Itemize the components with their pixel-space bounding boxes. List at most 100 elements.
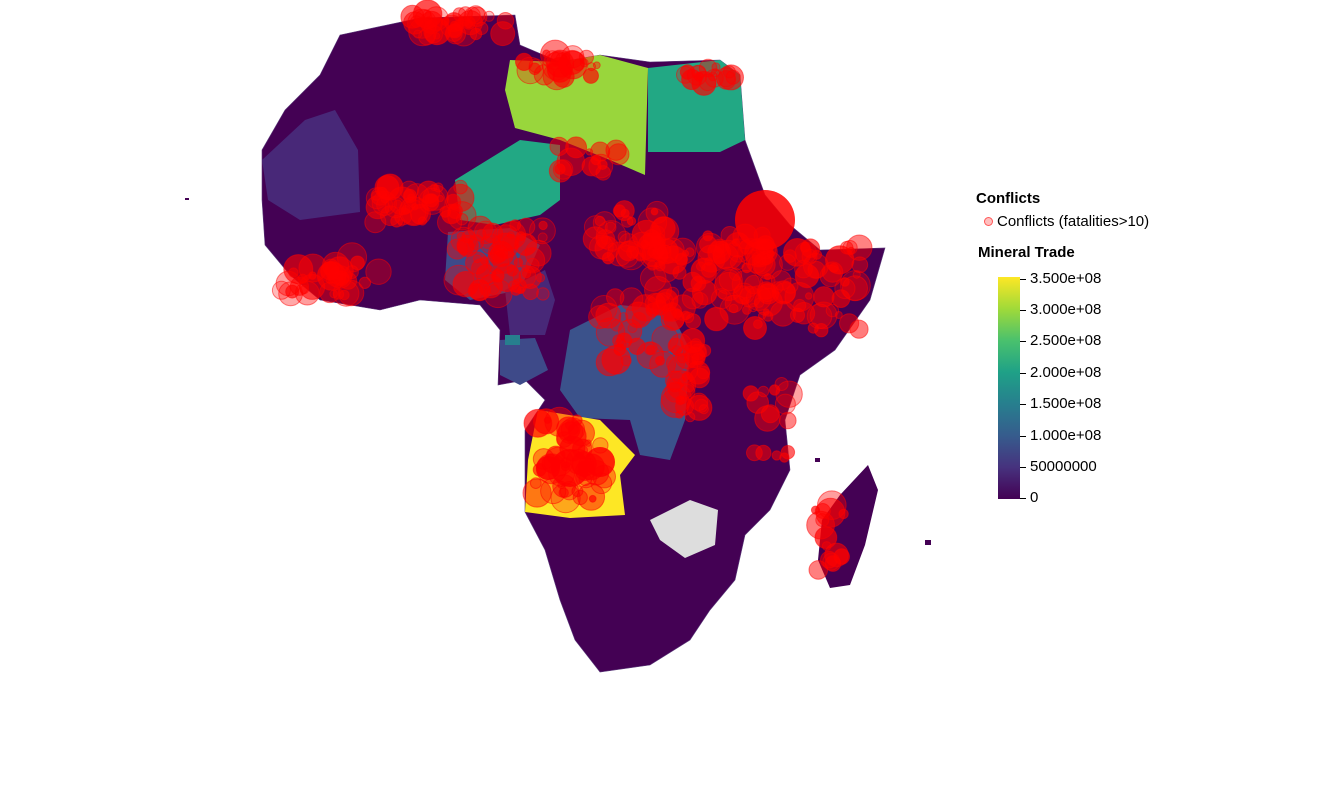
conflict-point: [681, 371, 693, 383]
conflict-point: [585, 148, 594, 156]
conflict-point: [522, 478, 552, 508]
colorbar-tick: 50000000: [1020, 459, 1097, 474]
conflict-point: [316, 261, 347, 291]
conflict-point: [682, 271, 703, 293]
conflict-point: [701, 262, 717, 278]
conflict-point: [731, 238, 741, 247]
conflict-point: [326, 276, 334, 285]
conflict-point: [390, 214, 404, 228]
conflict-point: [402, 188, 418, 204]
conflict-point: [422, 184, 449, 211]
colorbar-tick: 1.000e+08: [1020, 428, 1101, 443]
conflict-point: [572, 58, 585, 72]
conflict-point: [667, 353, 699, 385]
conflict-point: [465, 251, 489, 275]
conflict-point: [655, 288, 679, 312]
conflict-point: [536, 287, 550, 301]
conflict-point: [436, 194, 445, 203]
conflict-point: [718, 269, 741, 292]
colorbar-gradient: [998, 277, 1020, 499]
conflict-point: [571, 485, 584, 498]
conflict-point: [365, 258, 392, 285]
conflict-point: [673, 308, 683, 318]
conflict-point: [711, 62, 721, 72]
colorbar: 3.500e+08 3.000e+08 2.500e+08 2.000e+08 …: [998, 271, 1216, 507]
conflict-point: [401, 205, 411, 215]
conflict-point: [713, 271, 744, 302]
conflict-point: [813, 286, 835, 308]
conflict-point: [760, 404, 780, 424]
conflict-point: [698, 404, 709, 415]
mauritius: [925, 540, 931, 545]
conflict-point: [475, 21, 489, 35]
conflict-point: [513, 257, 524, 268]
conflict-point: [556, 416, 581, 442]
conflicts-legend-title: Conflicts: [976, 190, 1041, 207]
conflict-point: [595, 229, 616, 250]
conflict-point: [834, 311, 843, 319]
conflict-point: [771, 450, 782, 461]
conflict-point: [694, 398, 709, 413]
conflict-point: [424, 16, 433, 25]
conflict-point: [595, 348, 624, 377]
conflict-point: [842, 240, 858, 256]
conflict-point: [771, 280, 796, 305]
conflict-point: [824, 555, 842, 572]
conflict-point: [779, 411, 797, 430]
conflict-point: [543, 416, 552, 424]
conflict-point: [643, 229, 661, 247]
conflict-point: [322, 251, 350, 279]
conflict-point: [722, 65, 736, 79]
conflict-point: [538, 220, 548, 231]
conflict-point: [601, 235, 611, 245]
conflict-point: [828, 262, 839, 273]
conflict-point: [464, 6, 481, 24]
conflict-point: [714, 240, 728, 254]
colorbar-tick: 2.500e+08: [1020, 333, 1101, 348]
conflict-point: [483, 10, 495, 22]
conflict-point: [661, 244, 672, 255]
conflict-point: [552, 159, 574, 180]
conflict-point: [676, 65, 694, 84]
conflict-point: [491, 269, 505, 283]
conflict-point: [490, 21, 516, 47]
conflict-point: [678, 383, 696, 401]
conflict-point: [446, 183, 475, 212]
conflict-point: [755, 444, 772, 461]
conflict-point: [742, 385, 759, 402]
conflict-point: [768, 384, 781, 396]
niger: [455, 140, 560, 225]
conflict-point: [516, 56, 544, 85]
conflicts-legend-label: Conflicts (fatalities>10): [997, 213, 1150, 230]
conflict-point: [614, 338, 627, 351]
conflict-point: [483, 279, 513, 309]
conflict-point: [794, 263, 820, 289]
conflict-point: [502, 234, 520, 252]
conflict-point: [664, 381, 686, 403]
colorbar-tick: 2.000e+08: [1020, 365, 1101, 380]
conflict-point: [512, 264, 537, 289]
conflict-point: [851, 256, 869, 274]
colorbar-tick: 0: [1020, 490, 1038, 505]
conflicts-legend-entry[interactable]: Conflicts (fatalities>10): [984, 213, 1216, 230]
conflict-point: [607, 143, 630, 166]
conflict-point: [554, 163, 566, 175]
gabon: [500, 338, 548, 385]
conflict-point: [297, 273, 308, 284]
conflict-point: [606, 288, 625, 307]
conflict-point: [639, 265, 667, 292]
conflict-point: [684, 247, 695, 258]
conflict-point: [631, 294, 660, 322]
conflict-point: [840, 277, 850, 287]
conflict-point: [839, 313, 860, 334]
conflict-point: [691, 292, 709, 309]
conflict-point: [582, 67, 600, 84]
conflict-point: [585, 447, 615, 477]
conflict-point: [413, 29, 423, 39]
conflict-dot-icon: [984, 217, 993, 226]
mauritania: [262, 110, 360, 220]
legend: Conflicts Conflicts (fatalities>10) Mine…: [976, 190, 1216, 507]
conflict-point: [680, 310, 691, 321]
conflict-point: [529, 217, 556, 245]
